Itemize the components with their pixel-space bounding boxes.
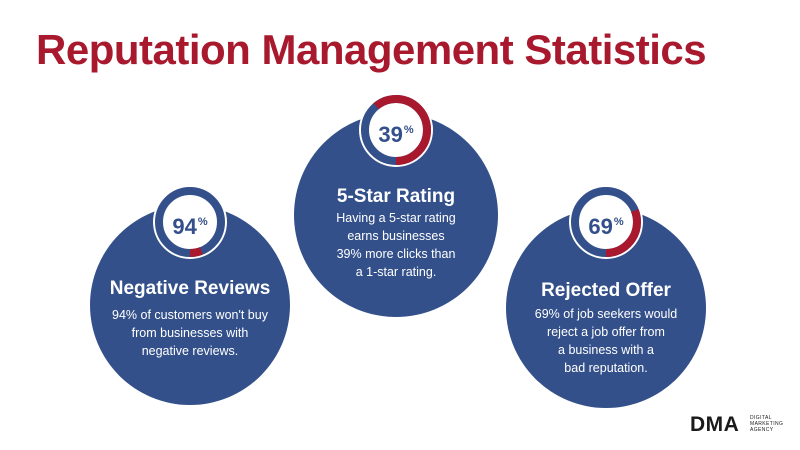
- stat-description-line: 94% of customers won't buy: [112, 308, 268, 322]
- stat-description-line: earns businesses: [347, 229, 445, 243]
- ring-gauge: [569, 185, 643, 259]
- stat-description-line: 39% more clicks than: [336, 247, 456, 261]
- logo-mark: DMA: [690, 413, 740, 436]
- stat-description: Having a 5-star rating earns businesses …: [294, 209, 498, 281]
- stat-description-line: negative reviews.: [141, 344, 239, 358]
- stat-heading: 5-Star Rating: [336, 186, 456, 207]
- page-title: Reputation Management Statistics: [36, 26, 707, 73]
- ring-gauge: [359, 93, 433, 167]
- stat-description-line: a 1-star rating.: [355, 265, 437, 279]
- stat-card-5-star-rating: 5-Star Rating Having a 5-star rating ear…: [294, 113, 498, 317]
- stat-ring-rejected-offer: 69%: [568, 184, 644, 260]
- stat-description-line: Having a 5-star rating: [336, 211, 456, 225]
- ring-gauge: [153, 185, 227, 259]
- stat-description-line: 69% of job seekers would: [534, 307, 678, 321]
- dma-logo: DMA DIGITAL MARKETING AGENCY: [690, 413, 783, 437]
- stat-description: 94% of customers won't buy from business…: [90, 306, 290, 360]
- stat-description-line: from businesses with: [131, 326, 249, 340]
- ring-arc: [155, 187, 225, 257]
- stat-description: 69% of job seekers would reject a job of…: [506, 305, 706, 377]
- stat-value: 94%: [172, 214, 208, 239]
- stat-ring-negative-reviews: 94%: [152, 184, 228, 260]
- stat-heading: Rejected Offer: [541, 280, 671, 301]
- ring-background: [359, 93, 433, 167]
- stat-heading: Negative Reviews: [109, 278, 271, 299]
- stat-description-line: bad reputation.: [564, 361, 648, 375]
- logo-subtitle-line: MARKETING: [750, 421, 784, 427]
- ring-background: [569, 185, 643, 259]
- logo-subtitle-line: DIGITAL: [750, 415, 772, 421]
- ring-arc: [361, 95, 431, 165]
- stat-value: 69%: [588, 214, 624, 239]
- stat-value: 39%: [378, 122, 414, 147]
- ring-arc: [571, 187, 641, 257]
- logo-subtitle: DIGITAL MARKETING AGENCY: [750, 415, 783, 433]
- stat-description-line: reject a job offer from: [547, 325, 665, 339]
- ring-background: [153, 185, 227, 259]
- stat-description-line: a business with a: [558, 343, 654, 357]
- logo-subtitle-line: AGENCY: [750, 427, 774, 433]
- stat-ring-5-star-rating: 39%: [358, 92, 434, 168]
